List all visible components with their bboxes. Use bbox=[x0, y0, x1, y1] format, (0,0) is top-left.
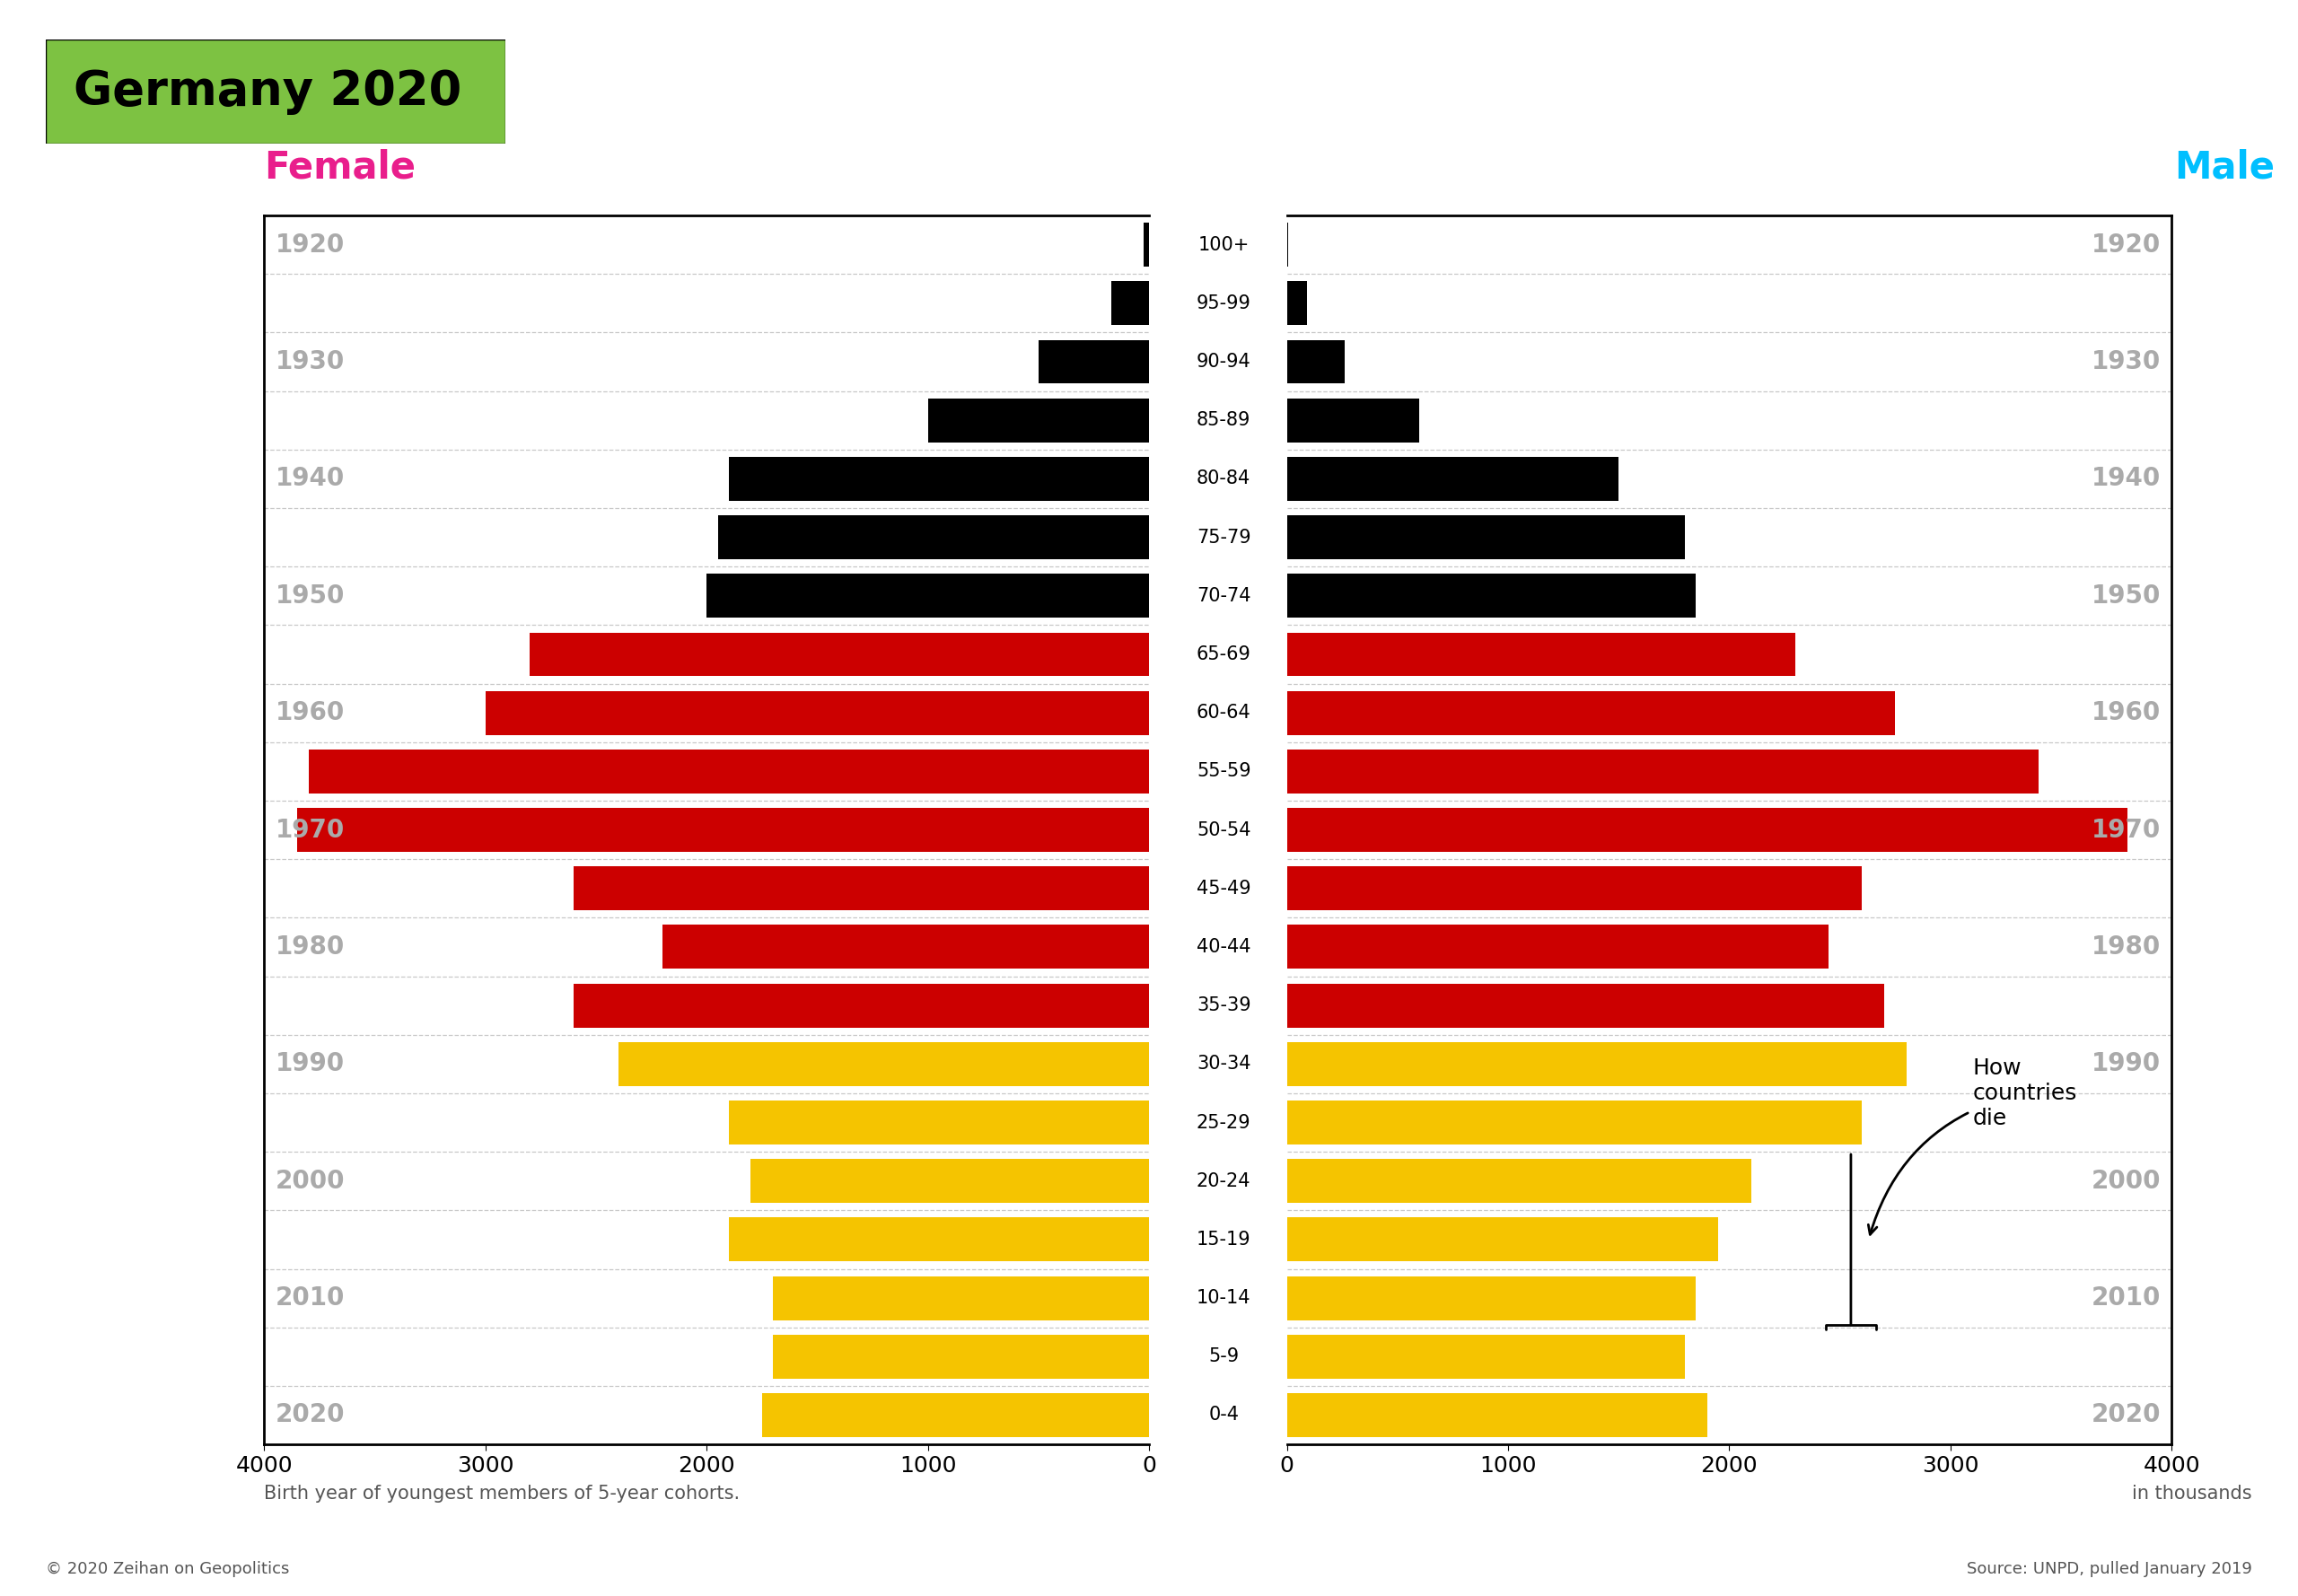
Bar bbox=[772, 1277, 1149, 1320]
Bar bbox=[1287, 456, 1618, 501]
Bar bbox=[1287, 281, 1308, 326]
Text: 5-9: 5-9 bbox=[1209, 1347, 1239, 1366]
Bar bbox=[728, 456, 1149, 501]
Text: 100+: 100+ bbox=[1197, 236, 1250, 254]
Bar bbox=[708, 575, 1149, 618]
Text: 90-94: 90-94 bbox=[1197, 353, 1250, 370]
Bar bbox=[1287, 1393, 1707, 1436]
Bar bbox=[763, 1393, 1149, 1436]
Text: 85-89: 85-89 bbox=[1197, 412, 1250, 429]
Text: 1940: 1940 bbox=[2091, 466, 2160, 492]
Text: 75-79: 75-79 bbox=[1197, 528, 1250, 546]
Bar bbox=[728, 1218, 1149, 1261]
Bar bbox=[1287, 1159, 1751, 1203]
Bar bbox=[1287, 1042, 1907, 1085]
Text: 20-24: 20-24 bbox=[1197, 1171, 1250, 1191]
Text: 1960: 1960 bbox=[2091, 701, 2160, 726]
Bar bbox=[485, 691, 1149, 734]
Bar bbox=[1287, 632, 1795, 677]
Text: 1970: 1970 bbox=[276, 817, 345, 843]
Bar bbox=[1144, 223, 1149, 267]
Text: 2000: 2000 bbox=[276, 1168, 345, 1194]
Text: 1950: 1950 bbox=[276, 583, 345, 608]
Bar bbox=[1287, 1218, 1719, 1261]
Bar bbox=[1287, 926, 1829, 969]
Text: 1920: 1920 bbox=[276, 231, 345, 257]
Text: 65-69: 65-69 bbox=[1197, 645, 1250, 664]
Text: 45-49: 45-49 bbox=[1197, 879, 1250, 897]
Text: Female: Female bbox=[264, 148, 416, 187]
Bar bbox=[574, 867, 1149, 910]
Text: 60-64: 60-64 bbox=[1197, 704, 1250, 721]
Bar bbox=[531, 632, 1149, 677]
Text: 95-99: 95-99 bbox=[1197, 294, 1250, 313]
Text: 70-74: 70-74 bbox=[1197, 587, 1250, 605]
Text: 35-39: 35-39 bbox=[1197, 996, 1250, 1015]
Bar bbox=[1287, 399, 1420, 442]
Text: 1990: 1990 bbox=[2091, 1052, 2160, 1077]
Bar bbox=[1287, 691, 1896, 734]
Text: 1950: 1950 bbox=[2091, 583, 2160, 608]
Text: 0-4: 0-4 bbox=[1209, 1406, 1239, 1424]
Text: 25-29: 25-29 bbox=[1197, 1114, 1250, 1132]
Bar bbox=[1287, 750, 2038, 793]
Text: 2010: 2010 bbox=[2091, 1285, 2160, 1310]
Bar bbox=[1287, 516, 1684, 559]
Text: 10-14: 10-14 bbox=[1197, 1290, 1250, 1307]
Text: How
countries
die: How countries die bbox=[1868, 1058, 2077, 1234]
Bar bbox=[728, 1101, 1149, 1144]
Bar bbox=[1287, 1101, 1861, 1144]
Text: Germany 2020: Germany 2020 bbox=[74, 69, 462, 115]
Text: 1990: 1990 bbox=[276, 1052, 345, 1077]
Text: 1930: 1930 bbox=[276, 350, 345, 375]
Text: 1960: 1960 bbox=[276, 701, 345, 726]
Bar bbox=[928, 399, 1149, 442]
Bar bbox=[1287, 983, 1884, 1028]
Text: 55-59: 55-59 bbox=[1197, 763, 1250, 780]
Text: 80-84: 80-84 bbox=[1197, 469, 1250, 488]
Text: 2000: 2000 bbox=[2091, 1168, 2160, 1194]
Bar bbox=[296, 808, 1149, 852]
Text: 1980: 1980 bbox=[2091, 934, 2160, 959]
Bar bbox=[772, 1334, 1149, 1379]
Bar bbox=[1287, 1277, 1696, 1320]
Text: 1920: 1920 bbox=[2091, 231, 2160, 257]
Text: 2010: 2010 bbox=[276, 1285, 345, 1310]
Text: 1930: 1930 bbox=[2091, 350, 2160, 375]
Text: Source: UNPD, pulled January 2019: Source: UNPD, pulled January 2019 bbox=[1967, 1561, 2252, 1577]
Text: Male: Male bbox=[2174, 148, 2275, 187]
Text: 1970: 1970 bbox=[2091, 817, 2160, 843]
Text: 2020: 2020 bbox=[2091, 1403, 2160, 1428]
Text: Birth year of youngest members of 5-year cohorts.: Birth year of youngest members of 5-year… bbox=[264, 1484, 740, 1502]
Text: 1980: 1980 bbox=[276, 934, 345, 959]
Bar bbox=[662, 926, 1149, 969]
Bar bbox=[1039, 340, 1149, 383]
Text: 50-54: 50-54 bbox=[1197, 820, 1250, 839]
Text: 40-44: 40-44 bbox=[1197, 938, 1250, 956]
Bar bbox=[574, 983, 1149, 1028]
Bar bbox=[751, 1159, 1149, 1203]
Text: 15-19: 15-19 bbox=[1197, 1231, 1250, 1248]
Text: 2020: 2020 bbox=[276, 1403, 345, 1428]
Text: in thousands: in thousands bbox=[2133, 1484, 2252, 1502]
Bar bbox=[1287, 867, 1861, 910]
Bar bbox=[618, 1042, 1149, 1085]
Bar bbox=[1287, 340, 1344, 383]
Bar bbox=[1287, 808, 2128, 852]
Text: 1940: 1940 bbox=[276, 466, 345, 492]
Bar bbox=[308, 750, 1149, 793]
Bar bbox=[1287, 1334, 1684, 1379]
FancyBboxPatch shape bbox=[46, 40, 506, 144]
Text: 30-34: 30-34 bbox=[1197, 1055, 1250, 1073]
Bar bbox=[1112, 281, 1149, 326]
Bar bbox=[717, 516, 1149, 559]
Bar bbox=[1287, 575, 1696, 618]
Text: © 2020 Zeihan on Geopolitics: © 2020 Zeihan on Geopolitics bbox=[46, 1561, 290, 1577]
